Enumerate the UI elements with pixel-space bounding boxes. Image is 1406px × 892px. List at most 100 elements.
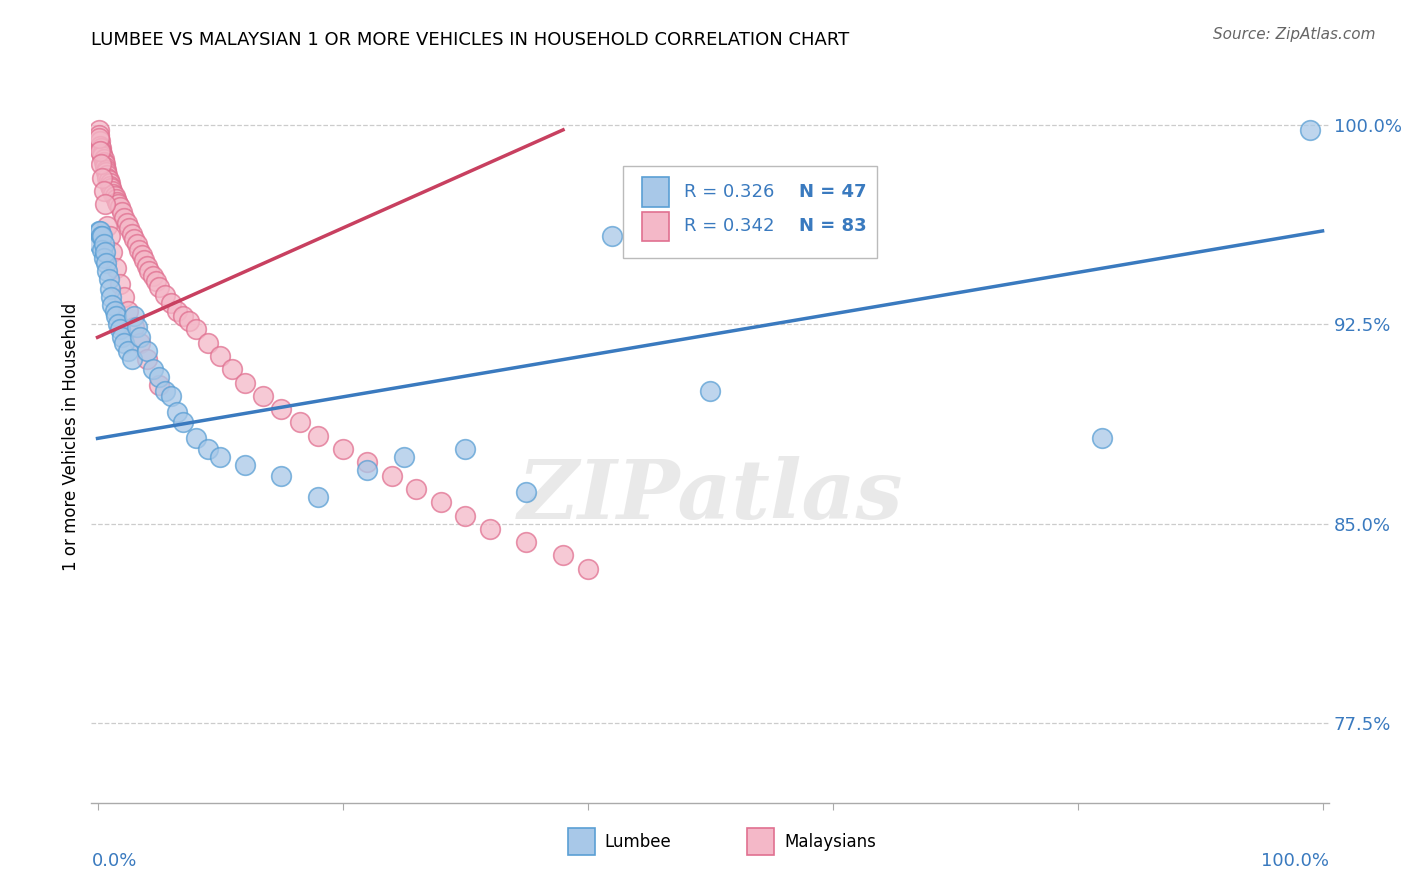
- Point: [108, 200, 131, 214]
- Point: [576, 562, 599, 576]
- FancyBboxPatch shape: [643, 211, 669, 241]
- Point: [91, 149, 114, 163]
- Point: [208, 349, 231, 363]
- Point: [153, 287, 176, 301]
- Text: R = 0.342: R = 0.342: [685, 218, 775, 235]
- Point: [160, 295, 183, 310]
- Point: [135, 343, 157, 358]
- Point: [135, 259, 157, 273]
- Text: N = 83: N = 83: [799, 218, 866, 235]
- Point: [153, 384, 176, 398]
- Point: [1091, 431, 1114, 445]
- Text: 0.0%: 0.0%: [91, 852, 136, 870]
- Point: [100, 290, 122, 304]
- Point: [98, 229, 121, 244]
- Point: [172, 416, 194, 430]
- Point: [551, 549, 574, 563]
- Point: [1299, 123, 1322, 137]
- Point: [94, 157, 117, 171]
- Point: [117, 303, 139, 318]
- Point: [135, 351, 157, 366]
- Point: [233, 458, 256, 472]
- Point: [98, 178, 121, 193]
- Point: [111, 205, 134, 219]
- Point: [478, 522, 501, 536]
- Point: [91, 170, 114, 185]
- Point: [97, 272, 120, 286]
- Point: [94, 197, 117, 211]
- Point: [111, 330, 134, 344]
- Point: [114, 335, 136, 350]
- Point: [121, 351, 143, 366]
- Text: Source: ZipAtlas.com: Source: ZipAtlas.com: [1212, 27, 1375, 42]
- Point: [91, 229, 114, 244]
- Point: [179, 314, 201, 328]
- Point: [148, 370, 170, 384]
- Point: [87, 128, 110, 143]
- Point: [104, 309, 127, 323]
- Point: [184, 322, 207, 336]
- Point: [184, 431, 207, 445]
- Point: [114, 211, 136, 225]
- Point: [148, 280, 170, 294]
- Text: N = 47: N = 47: [799, 183, 866, 201]
- Text: ZIPatlas: ZIPatlas: [517, 456, 903, 535]
- Point: [600, 229, 623, 244]
- Point: [142, 269, 165, 284]
- Point: [429, 495, 451, 509]
- Point: [91, 146, 114, 161]
- Point: [166, 405, 188, 419]
- Point: [145, 275, 167, 289]
- Point: [117, 343, 139, 358]
- Point: [138, 264, 160, 278]
- Point: [221, 362, 243, 376]
- Point: [392, 450, 415, 464]
- Point: [107, 197, 129, 211]
- FancyBboxPatch shape: [747, 828, 775, 855]
- Point: [148, 378, 170, 392]
- Point: [699, 384, 721, 398]
- Point: [118, 221, 141, 235]
- Point: [129, 335, 152, 350]
- Point: [405, 482, 427, 496]
- Point: [142, 362, 165, 376]
- Point: [98, 283, 121, 297]
- Point: [166, 303, 188, 318]
- Point: [172, 309, 194, 323]
- Point: [332, 442, 354, 456]
- Point: [104, 303, 127, 318]
- Point: [96, 168, 118, 182]
- Point: [104, 261, 127, 276]
- FancyBboxPatch shape: [623, 167, 877, 258]
- Point: [101, 298, 124, 312]
- Point: [132, 253, 155, 268]
- Point: [94, 165, 117, 179]
- Point: [128, 243, 150, 257]
- Text: Lumbee: Lumbee: [605, 832, 672, 851]
- FancyBboxPatch shape: [643, 178, 669, 207]
- Point: [197, 335, 219, 350]
- Point: [105, 194, 128, 209]
- Point: [94, 245, 117, 260]
- Point: [307, 429, 329, 443]
- Point: [90, 229, 112, 244]
- Point: [90, 141, 112, 155]
- Point: [89, 224, 111, 238]
- Point: [115, 216, 138, 230]
- Point: [104, 189, 127, 203]
- Point: [233, 376, 256, 390]
- Point: [89, 144, 111, 158]
- Point: [270, 468, 292, 483]
- Point: [288, 416, 311, 430]
- Point: [380, 468, 402, 483]
- Point: [131, 248, 153, 262]
- Point: [94, 256, 117, 270]
- Point: [515, 535, 537, 549]
- Point: [103, 186, 125, 201]
- Point: [104, 192, 127, 206]
- Point: [93, 184, 115, 198]
- Point: [252, 389, 274, 403]
- Text: Malaysians: Malaysians: [785, 832, 876, 851]
- Point: [121, 227, 143, 241]
- Point: [454, 442, 477, 456]
